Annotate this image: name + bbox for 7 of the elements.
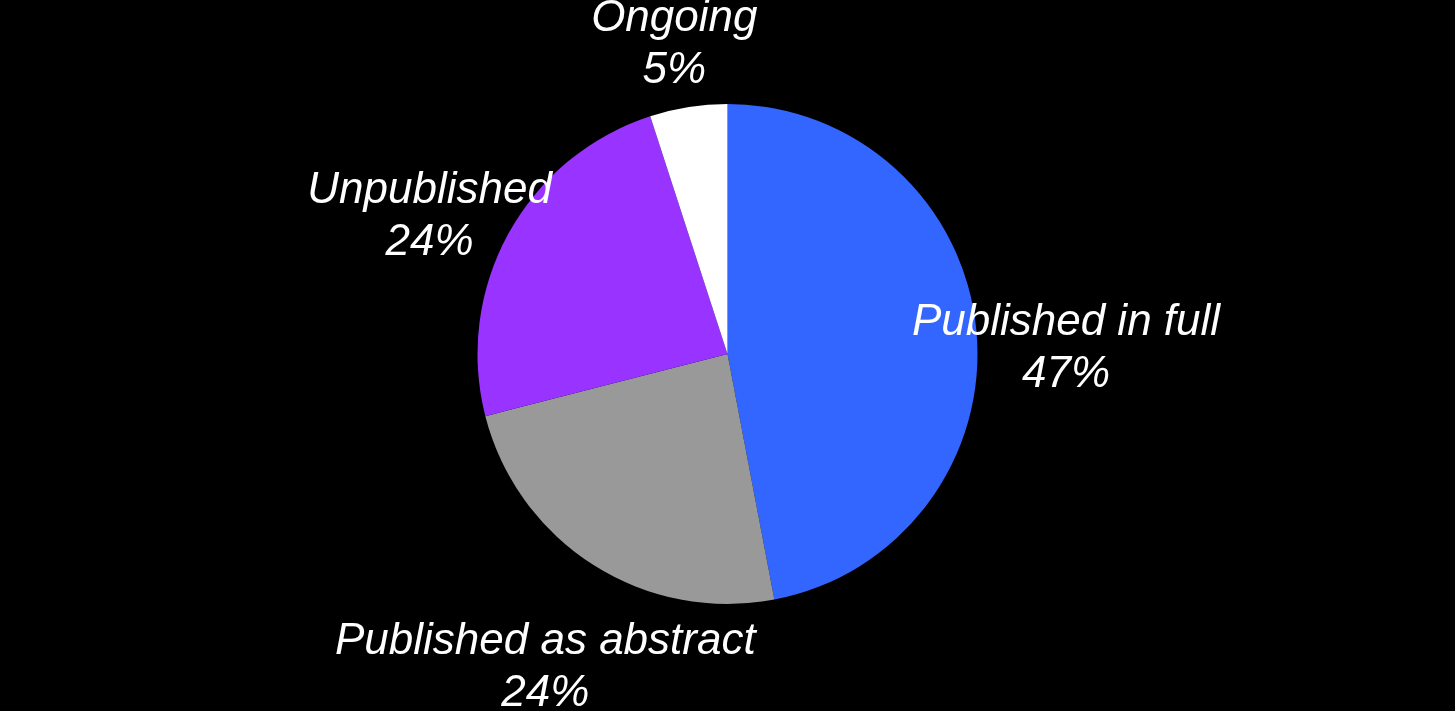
pie-slice bbox=[485, 354, 775, 604]
data-label: 47% bbox=[1021, 347, 1111, 396]
data-label: 24% bbox=[500, 666, 590, 711]
pie-slice bbox=[650, 104, 728, 354]
slice-label: Published as abstract bbox=[334, 614, 758, 664]
data-label: 24% bbox=[384, 215, 474, 265]
data-label: 5% bbox=[642, 43, 707, 93]
